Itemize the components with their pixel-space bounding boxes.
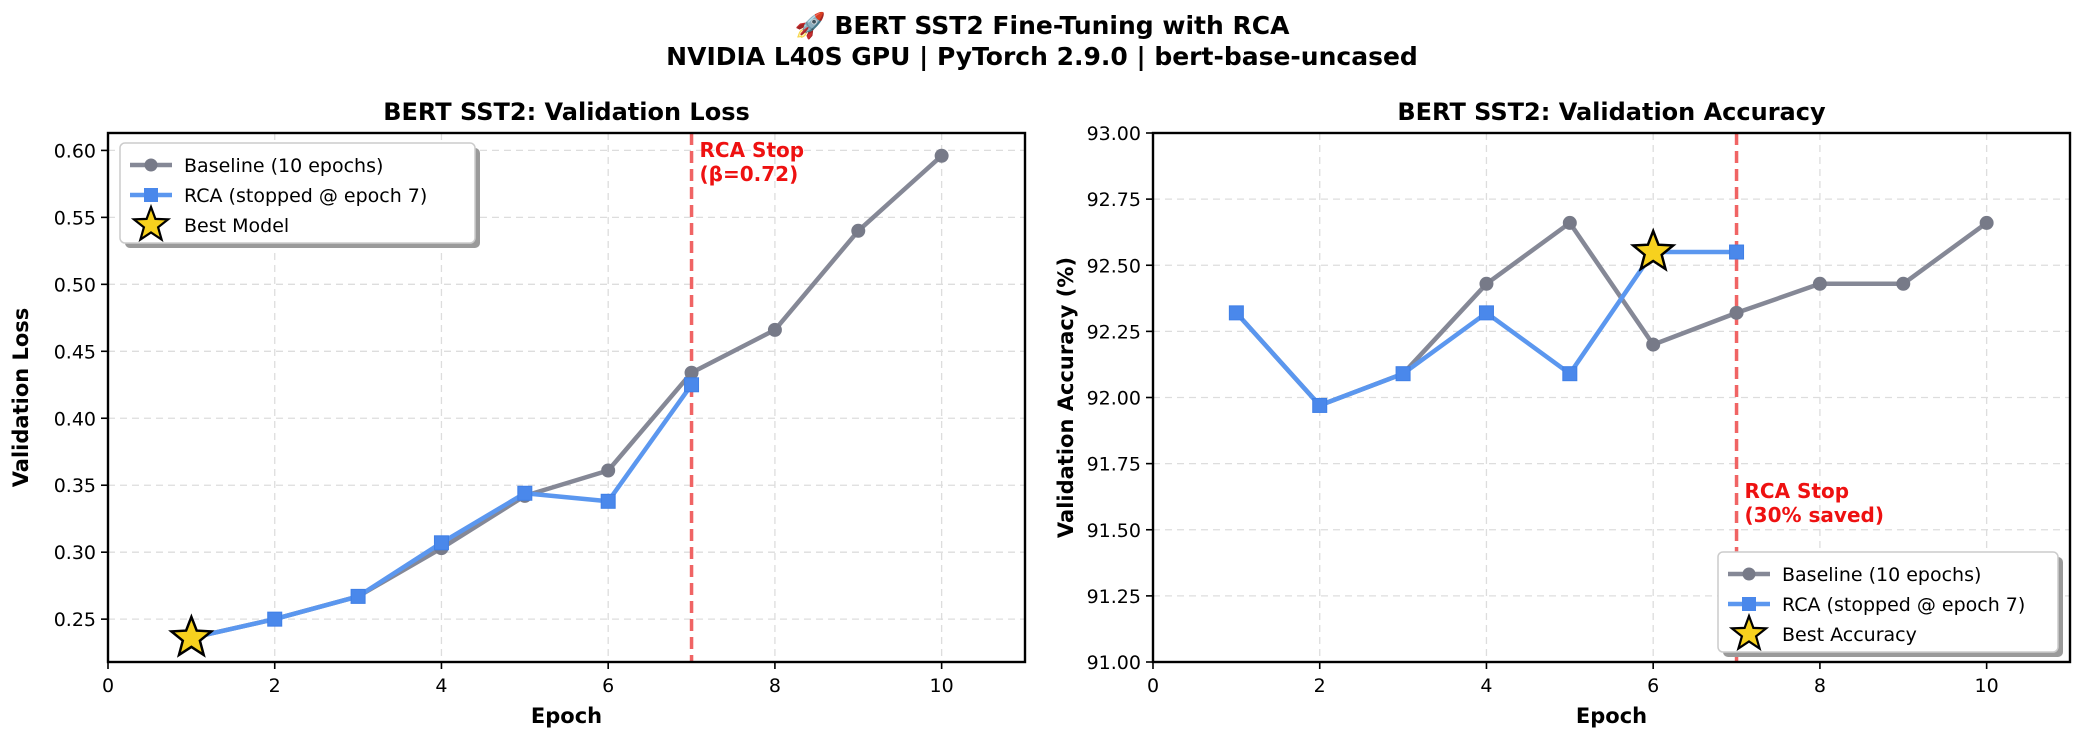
legend-baseline-marker (144, 158, 158, 172)
y-tick-label: 92.25 (1087, 321, 1141, 343)
legend-box (1717, 551, 2059, 653)
figure-title-line1: 🚀 BERT SST2 Fine-Tuning with RCA (795, 11, 1291, 40)
y-axis-label: Validation Loss (9, 308, 33, 488)
y-tick-label: 91.75 (1087, 454, 1141, 476)
rca-point (1312, 397, 1328, 413)
accuracy-chart: BERT SST2: Validation Accuracy 0 2 4 6 8 10 91.… (1054, 98, 2072, 728)
loss-chart: BERT SST2: Validation Loss 0 2 4 6 8 10 0.25 0.3… (9, 98, 1027, 728)
x-tick-label: 10 (1975, 675, 1999, 697)
baseline-point (1479, 276, 1494, 291)
rca-point (1478, 305, 1494, 321)
baseline-point (601, 463, 616, 478)
y-tick-label: 93.00 (1087, 123, 1141, 145)
y-tick-label: 92.50 (1087, 255, 1141, 277)
rca-stop-detail: (30% saved) (1745, 503, 1884, 527)
legend-baseline-label: Baseline (10 epochs) (1782, 564, 1981, 586)
x-tick-label: 2 (1314, 675, 1326, 697)
rca-stop-label: RCA Stop (1745, 479, 1850, 503)
legend-star-icon (130, 203, 172, 243)
legend-rca-marker (144, 188, 158, 202)
baseline-point (1646, 337, 1661, 352)
x-axis-label: Epoch (531, 704, 602, 728)
legend-rca-label: RCA (stopped @ epoch 7) (1782, 594, 2025, 616)
baseline-point (851, 223, 866, 238)
baseline-point (934, 148, 949, 163)
x-tick-label: 2 (269, 675, 281, 697)
rca-stop-detail: (β=0.72) (700, 162, 799, 186)
y-tick-label: 0.30 (54, 542, 96, 564)
y-tick-label: 0.50 (54, 274, 96, 296)
y-tick-label: 91.25 (1087, 586, 1141, 608)
legend-box (119, 142, 476, 244)
baseline-point (1729, 305, 1744, 320)
legend-best-label: Best Model (184, 215, 289, 237)
y-tick-label: 92.00 (1087, 388, 1141, 410)
axes-frame (106, 131, 1027, 664)
y-tick-label: 0.45 (54, 341, 96, 363)
y-tick-label: 92.75 (1087, 189, 1141, 211)
rca-point (517, 485, 533, 501)
y-tick-label: 0.55 (54, 207, 96, 229)
best-star-icon (168, 613, 215, 658)
baseline-point (1812, 276, 1827, 291)
rca-point (1562, 366, 1578, 382)
figure-title-line2: NVIDIA L40S GPU | PyTorch 2.9.0 | bert-b… (666, 42, 1418, 71)
x-tick-label: 0 (1147, 675, 1159, 697)
x-tick-label: 8 (1814, 675, 1826, 697)
y-tick-label: 91.50 (1087, 520, 1141, 542)
legend-best-label: Best Accuracy (1782, 624, 1917, 646)
rca-point (600, 493, 616, 509)
y-tick-label: 0.60 (54, 140, 96, 162)
chart-title: BERT SST2: Validation Loss (383, 98, 750, 126)
baseline-point (1896, 276, 1911, 291)
x-tick-label: 6 (602, 675, 614, 697)
x-tick-label: 4 (1480, 675, 1492, 697)
y-tick-label: 0.40 (54, 408, 96, 430)
rca-point (684, 377, 700, 393)
y-tick-label: 91.00 (1087, 652, 1141, 674)
x-tick-label: 0 (102, 675, 114, 697)
rca-point (1729, 244, 1745, 260)
axes-frame (1151, 131, 2072, 664)
rca-point (1395, 366, 1411, 382)
y-axis-label: Validation Accuracy (%) (1054, 257, 1078, 538)
rca-point (350, 588, 366, 604)
baseline-point (1979, 215, 1994, 230)
legend-rca-label: RCA (stopped @ epoch 7) (184, 185, 427, 207)
rca-point (267, 611, 283, 627)
x-tick-label: 8 (769, 675, 781, 697)
baseline-point (684, 365, 699, 380)
rca-point (433, 535, 449, 551)
legend: Baseline (10 epochs) RCA (stopped @ epoch… (1717, 551, 2063, 657)
legend-baseline-label: Baseline (10 epochs) (184, 155, 383, 177)
baseline-point (767, 322, 782, 337)
x-tick-label: 6 (1647, 675, 1659, 697)
x-tick-label: 4 (435, 675, 447, 697)
best-star-icon (1629, 227, 1677, 272)
y-tick-label: 0.35 (54, 475, 96, 497)
chart-title: BERT SST2: Validation Accuracy (1397, 98, 1826, 126)
legend: Baseline (10 epochs) RCA (stopped @ epoch… (119, 142, 480, 248)
rca-point (1228, 305, 1244, 321)
y-tick-label: 0.25 (54, 609, 96, 631)
x-axis-label: Epoch (1576, 704, 1647, 728)
legend-baseline-marker (1742, 567, 1756, 581)
baseline-point (1562, 215, 1577, 230)
x-tick-label: 10 (930, 675, 954, 697)
legend-star-icon (1728, 612, 1770, 652)
legend-rca-marker (1742, 597, 1756, 611)
rca-stop-label: RCA Stop (700, 138, 805, 162)
